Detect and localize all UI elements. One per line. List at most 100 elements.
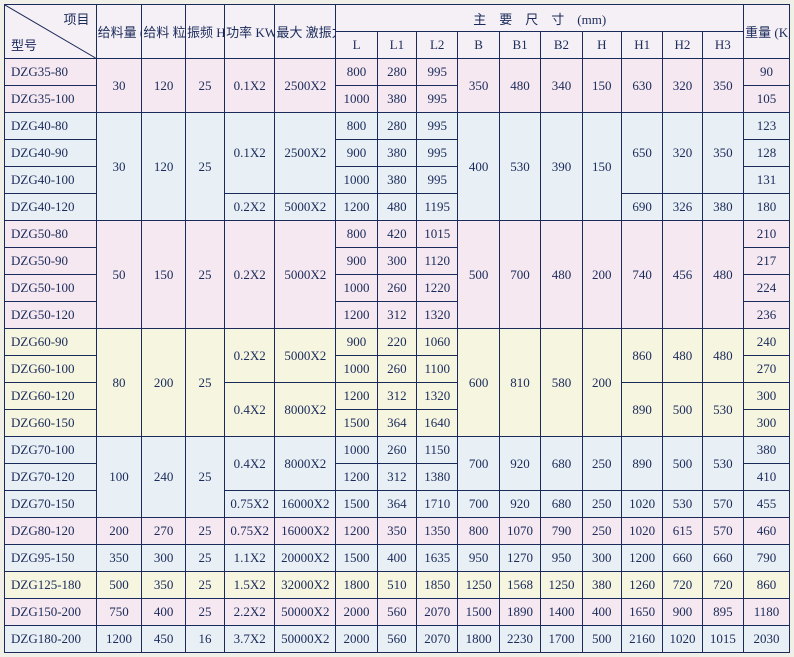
col-L: L [336, 32, 377, 59]
cell-B2: 680 [541, 437, 582, 491]
cell-pow: 0.1X2 [225, 59, 275, 113]
cell-B: 600 [458, 329, 499, 437]
cell-wt: 300 [744, 410, 790, 437]
model-cell: DZG40-90 [5, 140, 97, 167]
cell-pow: 3.7X2 [225, 626, 275, 653]
cell-freq: 25 [185, 59, 224, 113]
cell-force: 32000X2 [275, 572, 336, 599]
cell-size: 350 [142, 572, 186, 599]
cell-pow: 0.4X2 [225, 437, 275, 491]
cell-feed: 500 [96, 572, 142, 599]
cell-L2: 995 [417, 113, 458, 140]
model-cell: DZG125-180 [5, 572, 97, 599]
col-power: 功率 KW [225, 5, 275, 59]
cell-size: 270 [142, 518, 186, 545]
cell-pow: 0.1X2 [225, 113, 275, 194]
cell-L1: 560 [377, 599, 416, 626]
cell-H2: 500 [663, 383, 702, 437]
table-row: DZG95-150350300251.1X220000X215004001635… [5, 545, 790, 572]
cell-B: 400 [458, 113, 499, 221]
cell-B2: 390 [541, 113, 582, 221]
cell-pow: 0.2X2 [225, 221, 275, 329]
cell-size: 120 [142, 59, 186, 113]
cell-L: 1000 [336, 356, 377, 383]
cell-wt: 1180 [744, 599, 790, 626]
cell-H: 250 [582, 518, 621, 545]
cell-B1: 920 [499, 491, 540, 518]
col-B2: B2 [541, 32, 582, 59]
cell-B2: 480 [541, 221, 582, 329]
model-cell: DZG50-80 [5, 221, 97, 248]
cell-H3: 480 [702, 221, 744, 329]
cell-H3: 660 [702, 545, 744, 572]
cell-wt: 236 [744, 302, 790, 329]
cell-B1: 700 [499, 221, 540, 329]
cell-H2: 320 [663, 113, 702, 194]
cell-H: 250 [582, 437, 621, 491]
cell-size: 400 [142, 599, 186, 626]
cell-freq: 25 [185, 437, 224, 518]
cell-H2: 456 [663, 221, 702, 329]
cell-H2: 480 [663, 329, 702, 383]
cell-L: 800 [336, 59, 377, 86]
cell-H3: 530 [702, 437, 744, 491]
cell-L1: 312 [377, 383, 416, 410]
cell-L2: 1850 [417, 572, 458, 599]
cell-B1: 1070 [499, 518, 540, 545]
cell-H: 250 [582, 491, 621, 518]
model-cell: DZG150-200 [5, 599, 97, 626]
cell-force: 5000X2 [275, 329, 336, 383]
cell-L: 2000 [336, 599, 377, 626]
cell-B2: 340 [541, 59, 582, 113]
cell-L2: 1350 [417, 518, 458, 545]
cell-wt: 860 [744, 572, 790, 599]
cell-size: 450 [142, 626, 186, 653]
cell-H: 500 [582, 626, 621, 653]
cell-L2: 1635 [417, 545, 458, 572]
cell-L2: 1320 [417, 302, 458, 329]
table-row: DZG125-180500350251.5X232000X21800510185… [5, 572, 790, 599]
cell-freq: 25 [185, 221, 224, 329]
col-B: B [458, 32, 499, 59]
cell-H1: 690 [621, 194, 662, 221]
cell-wt: 790 [744, 545, 790, 572]
cell-B2: 680 [541, 491, 582, 518]
cell-pow: 1.5X2 [225, 572, 275, 599]
cell-L1: 510 [377, 572, 416, 599]
cell-L1: 420 [377, 221, 416, 248]
cell-B: 500 [458, 221, 499, 329]
model-cell: DZG180-200 [5, 626, 97, 653]
cell-wt: 131 [744, 167, 790, 194]
model-cell: DZG60-120 [5, 383, 97, 410]
cell-B2: 1700 [541, 626, 582, 653]
cell-wt: 224 [744, 275, 790, 302]
cell-L: 1200 [336, 464, 377, 491]
cell-L2: 1640 [417, 410, 458, 437]
spec-table: 项目 型号 给料量 (t/h) 给料 粒度 mm 振频 Hz 功率 KW 最大 … [4, 4, 790, 653]
cell-B2: 580 [541, 329, 582, 437]
cell-L2: 1150 [417, 437, 458, 464]
cell-L: 1200 [336, 194, 377, 221]
cell-B1: 1270 [499, 545, 540, 572]
cell-feed: 30 [96, 59, 142, 113]
cell-H: 380 [582, 572, 621, 599]
cell-L: 1000 [336, 275, 377, 302]
cell-force: 5000X2 [275, 194, 336, 221]
cell-L: 1200 [336, 383, 377, 410]
model-cell: DZG50-90 [5, 248, 97, 275]
cell-H1: 890 [621, 437, 662, 491]
cell-B: 1250 [458, 572, 499, 599]
cell-H3: 1015 [702, 626, 744, 653]
cell-H1: 740 [621, 221, 662, 329]
model-cell: DZG70-120 [5, 464, 97, 491]
cell-feed: 350 [96, 545, 142, 572]
col-freq: 振频 Hz [185, 5, 224, 59]
cell-pow: 1.1X2 [225, 545, 275, 572]
cell-B: 950 [458, 545, 499, 572]
cell-force: 2500X2 [275, 59, 336, 113]
cell-pow: 0.4X2 [225, 383, 275, 437]
cell-freq: 25 [185, 572, 224, 599]
cell-L: 1000 [336, 86, 377, 113]
col-L2: L2 [417, 32, 458, 59]
cell-force: 8000X2 [275, 437, 336, 491]
